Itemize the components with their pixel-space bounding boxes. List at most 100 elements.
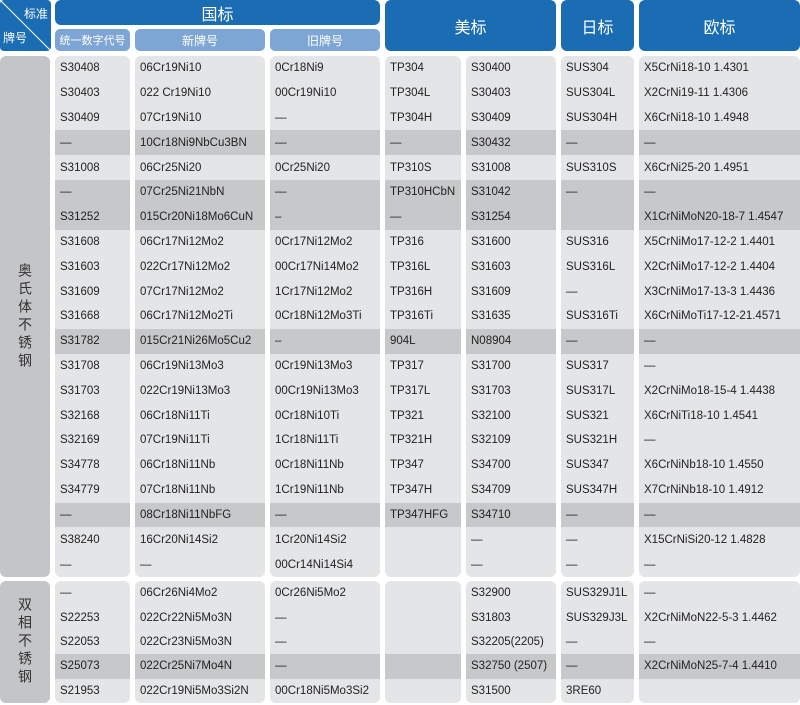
table-cell: — <box>140 558 152 571</box>
table-cell <box>639 679 800 703</box>
table-cell <box>561 204 634 230</box>
table-cell: X3CrNiMo17-13-3 1.4436 <box>644 285 776 298</box>
table-cell: 00Cr17Ni14Mo2 <box>275 260 359 273</box>
corner-label-grade: 牌号 <box>3 31 28 45</box>
table-cell: S31500 <box>471 684 511 697</box>
table-cell: TP304H <box>390 111 433 124</box>
column-unified-code: S30408 S30403 S30409— S31008— S31252 S31608 S3… <box>55 56 130 577</box>
table-cell: 0Cr17Ni12Mo2 <box>275 236 353 249</box>
table-cell: 00Cr14Ni14Si4 <box>275 558 353 571</box>
table-cell: 06Cr19Ni13Mo3 <box>140 360 224 373</box>
table-cell: S31008 <box>471 161 511 174</box>
table-cell: S32169 <box>60 434 100 447</box>
table-cell: SUS317L <box>566 384 616 397</box>
column-us-astm <box>385 581 461 703</box>
section-label-text: 奥氏体不锈钢 <box>17 262 33 371</box>
table-cell: — <box>55 180 130 205</box>
table-cell: X2CrNiMo17-12-2 1.4404 <box>644 260 776 273</box>
table-cell: S31668 <box>60 310 100 323</box>
header-corner: 标准 牌号 <box>0 0 51 51</box>
table-cell: — <box>471 533 483 546</box>
table-cell: X2CrNi19-11 1.4306 <box>644 87 748 100</box>
table-cell: 0Cr18Ni11Nb <box>275 459 344 472</box>
column-old-grade: 0Cr18Ni9 00Cr19Ni10— —0Cr25Ni20— –0Cr17Ni12… <box>270 56 380 577</box>
table-cell: S31803 <box>471 611 511 624</box>
table-cell: SUS347H <box>566 484 618 497</box>
table-cell: 0Cr25Ni20 <box>275 161 330 174</box>
table-cell: — <box>566 635 578 648</box>
table-cell: S30403 <box>60 87 100 100</box>
table-cell: SUS317 <box>566 360 609 373</box>
table-cell: 1Cr18Ni11Ti <box>275 434 339 447</box>
table-cell: 022Cr19Ni5Mo3Si2N <box>140 684 249 697</box>
header-gb: 国标 <box>55 0 380 25</box>
table-cell: — <box>275 111 287 124</box>
table-cell: SUS316Ti <box>566 310 618 323</box>
table-cell: 06Cr17Ni12Mo2Ti <box>140 310 233 323</box>
table-cell: S31042 <box>466 180 556 205</box>
table-cell: — <box>60 587 72 600</box>
table-cell: 022Cr17Ni12Mo2 <box>140 260 231 273</box>
table-cell: N08904 <box>466 328 556 354</box>
table-cell: TP347HFG <box>385 502 461 528</box>
table-cell: — <box>561 654 634 679</box>
table-cell: X2CrNiMo18-15-4 1.4438 <box>644 384 776 397</box>
diagonal-divider <box>0 0 51 51</box>
table-cell: — <box>644 434 656 447</box>
subheader-new-grade: 新牌号 <box>135 29 265 51</box>
table-cell: 07Cr19Ni11Ti <box>140 434 210 447</box>
table-cell: – <box>270 328 380 354</box>
table-cell <box>385 679 461 703</box>
table-cell <box>385 654 461 679</box>
table-cell: TP316 <box>390 236 424 249</box>
table-cell: X6CrNiMoTi17-12-21.4571 <box>644 310 782 323</box>
table-cell: 07Cr18Ni11Nb <box>140 484 216 497</box>
corner-label-standard: 标准 <box>23 7 48 21</box>
table-cell: S34700 <box>471 459 511 472</box>
table-cell: — <box>270 502 380 528</box>
table-cell: TP317L <box>390 384 431 397</box>
table-cell: — <box>566 558 578 571</box>
table-cell: 0Cr18Ni10Ti <box>275 409 340 422</box>
table-cell <box>385 605 461 629</box>
table-cell: S32900 <box>471 587 511 600</box>
table-cell: S32750 (2507) <box>466 654 556 679</box>
section-label: 奥氏体不锈钢 <box>0 56 50 577</box>
table-cell: 07Cr17Ni12Mo2 <box>140 285 224 298</box>
table-cell: TP317 <box>390 360 424 373</box>
table-cell: S25073 <box>55 654 130 679</box>
table-cell: 0Cr19Ni13Mo3 <box>275 360 353 373</box>
table-cell: X6CrNi25-20 1.4951 <box>644 161 749 174</box>
table-cell: SUS321 <box>566 409 609 422</box>
table-cell: 0Cr18Ni9 <box>275 62 324 75</box>
table-cell: 06Cr17Ni12Mo2 <box>140 236 224 249</box>
table-cell: TP316L <box>390 260 431 273</box>
table-cell: — <box>60 558 72 571</box>
table-cell: S31782 <box>55 328 130 354</box>
table-cell: — <box>644 587 656 600</box>
table-cell: X7CrNiNb18-10 1.4912 <box>644 484 764 497</box>
column-unified-code: — S22253 S22053 S25073 S21953 <box>55 581 130 703</box>
table-cell: — <box>639 328 800 354</box>
header-eu: 欧标 <box>639 0 800 51</box>
table-cell: — <box>644 558 656 571</box>
column-eu-en: X5CrNi18-10 1.4301 X2CrNi19-11 1.4306 X6Cr… <box>639 56 800 577</box>
table-cell: 015Cr20Ni18Mo6CuN <box>135 204 265 230</box>
table-cell: X6CrNiTi18-10 1.4541 <box>644 409 758 422</box>
table-cell: 3RE60 <box>566 684 602 697</box>
table-cell: 904L <box>385 328 461 354</box>
column-jp-jis: SUS329J1L SUS329J3L — — 3RE60 <box>561 581 634 703</box>
table-cell: S30400 <box>471 62 511 75</box>
table-cell: 08Cr18Ni11NbFG <box>135 502 265 528</box>
table-cell: — <box>385 130 461 156</box>
table-cell: X2CrNiMoN25-7-4 1.4410 <box>639 654 800 679</box>
table-cell: SUS316 <box>566 236 609 249</box>
column-us-uns: S32900 S31803 S32205(2205) S32750 (2507) S31… <box>466 581 556 703</box>
table-cell: — <box>639 130 800 156</box>
table-cell: X6CrNiNb18-10 1.4550 <box>644 459 764 472</box>
table-cell: S30409 <box>60 111 100 124</box>
table-cell: 00Cr18Ni5Mo3Si2 <box>275 684 369 697</box>
table-cell: S32100 <box>471 409 511 422</box>
table-cell: S34778 <box>60 459 100 472</box>
